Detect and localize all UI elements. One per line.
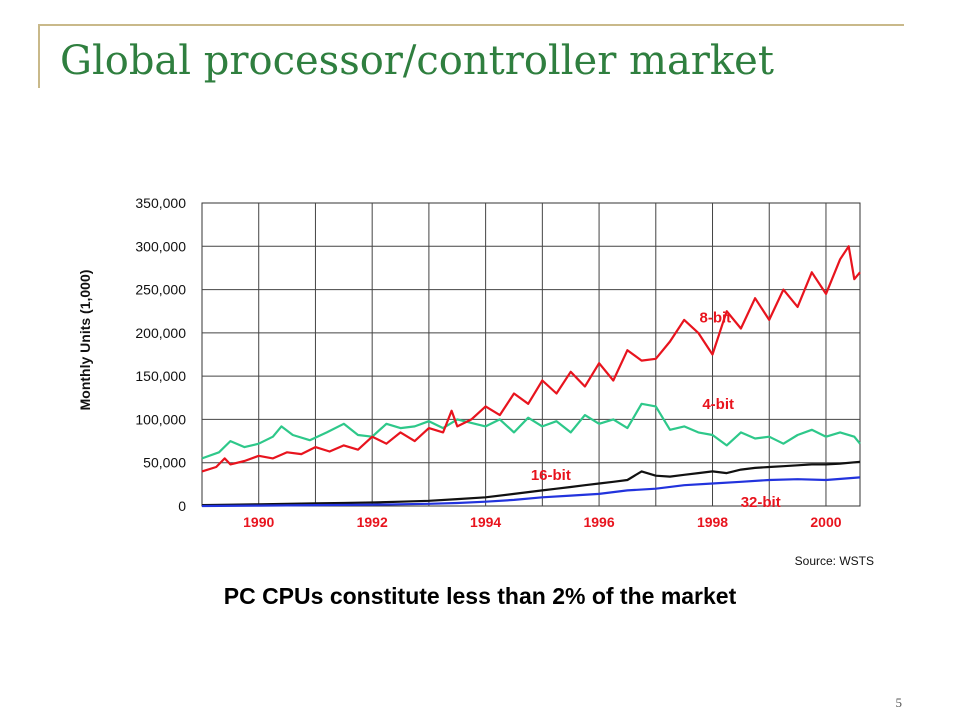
- y-tick-label: 350,000: [135, 195, 186, 211]
- y-tick-label: 200,000: [135, 325, 186, 341]
- x-tick-label: 1990: [243, 514, 274, 530]
- title-frame-top-line: [38, 24, 904, 26]
- y-axis-label: Monthly Units (1,000): [77, 270, 93, 411]
- y-tick-label: 300,000: [135, 238, 186, 254]
- x-tick-label: 1998: [697, 514, 728, 530]
- series-label-4-bit: 4-bit: [702, 396, 734, 413]
- market-chart: Monthly Units (1,000) 350,000 300,000 250,…: [77, 195, 874, 568]
- y-tick-label: 50,000: [143, 455, 186, 471]
- y-tick-label: 100,000: [135, 411, 186, 427]
- slide-caption: PC CPUs constitute less than 2% of the m…: [223, 583, 737, 609]
- series-label-32-bit: 32-bit: [741, 494, 781, 511]
- y-tick-label: 0: [178, 498, 186, 514]
- title-frame-left-line: [38, 24, 40, 88]
- x-tick-label: 1994: [470, 514, 501, 530]
- series-line-8-bit: [201, 245, 861, 473]
- source-note: Source: WSTS: [795, 554, 874, 568]
- series-line-32-bit: [201, 476, 861, 508]
- y-tick-label: 250,000: [135, 282, 186, 298]
- x-tick-label: 1996: [583, 514, 614, 530]
- plot-area: [201, 202, 861, 507]
- page-number: 5: [895, 695, 903, 710]
- x-tick-label: 2000: [810, 514, 841, 530]
- slide-title: Global processor/controller market: [60, 38, 774, 84]
- series-line-16-bit: [201, 460, 861, 507]
- series-line-4-bit: [201, 402, 861, 460]
- series-label-16-bit: 16-bit: [531, 467, 571, 484]
- x-tick-label: 1992: [357, 514, 388, 530]
- y-tick-label: 150,000: [135, 368, 186, 384]
- series-label-8-bit: 8-bit: [700, 309, 732, 326]
